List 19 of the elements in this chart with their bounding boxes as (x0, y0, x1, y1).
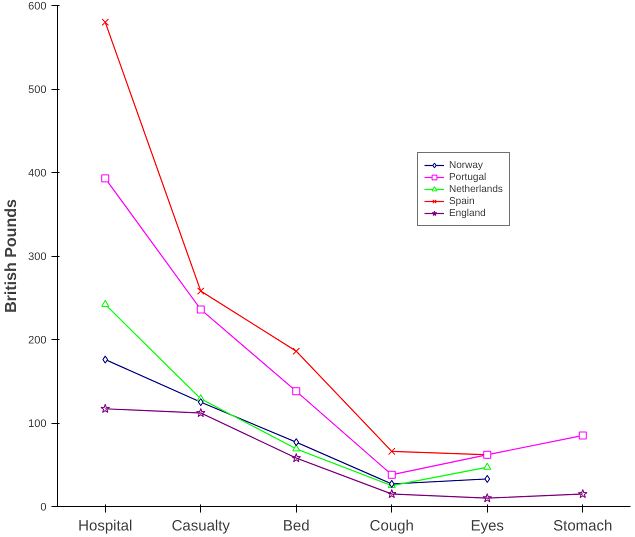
y-axis-title: British Pounds (3, 199, 20, 313)
y-tick-label: 600 (28, 0, 47, 12)
x-tick-label: Stomach (553, 518, 612, 534)
x-tick-label: Bed (282, 518, 310, 534)
legend-label: England (449, 207, 486, 219)
legend-label: Norway (449, 159, 483, 171)
x-tick-label: Hospital (78, 518, 132, 534)
y-tick-label: 500 (28, 84, 47, 96)
legend-label: Portugal (449, 171, 486, 183)
x-tick-label: Cough (370, 518, 414, 534)
y-tick-label: 0 (40, 502, 47, 514)
x-tick-label: Casualty (172, 518, 230, 534)
y-tick-label: 300 (28, 251, 47, 263)
x-tick-label: Eyes (470, 518, 504, 534)
legend-label: Netherlands (449, 183, 503, 195)
y-tick-label: 400 (28, 168, 47, 180)
y-tick-label: 100 (28, 418, 47, 430)
legend-label: Spain (449, 195, 475, 207)
y-tick-label: 200 (28, 334, 47, 346)
